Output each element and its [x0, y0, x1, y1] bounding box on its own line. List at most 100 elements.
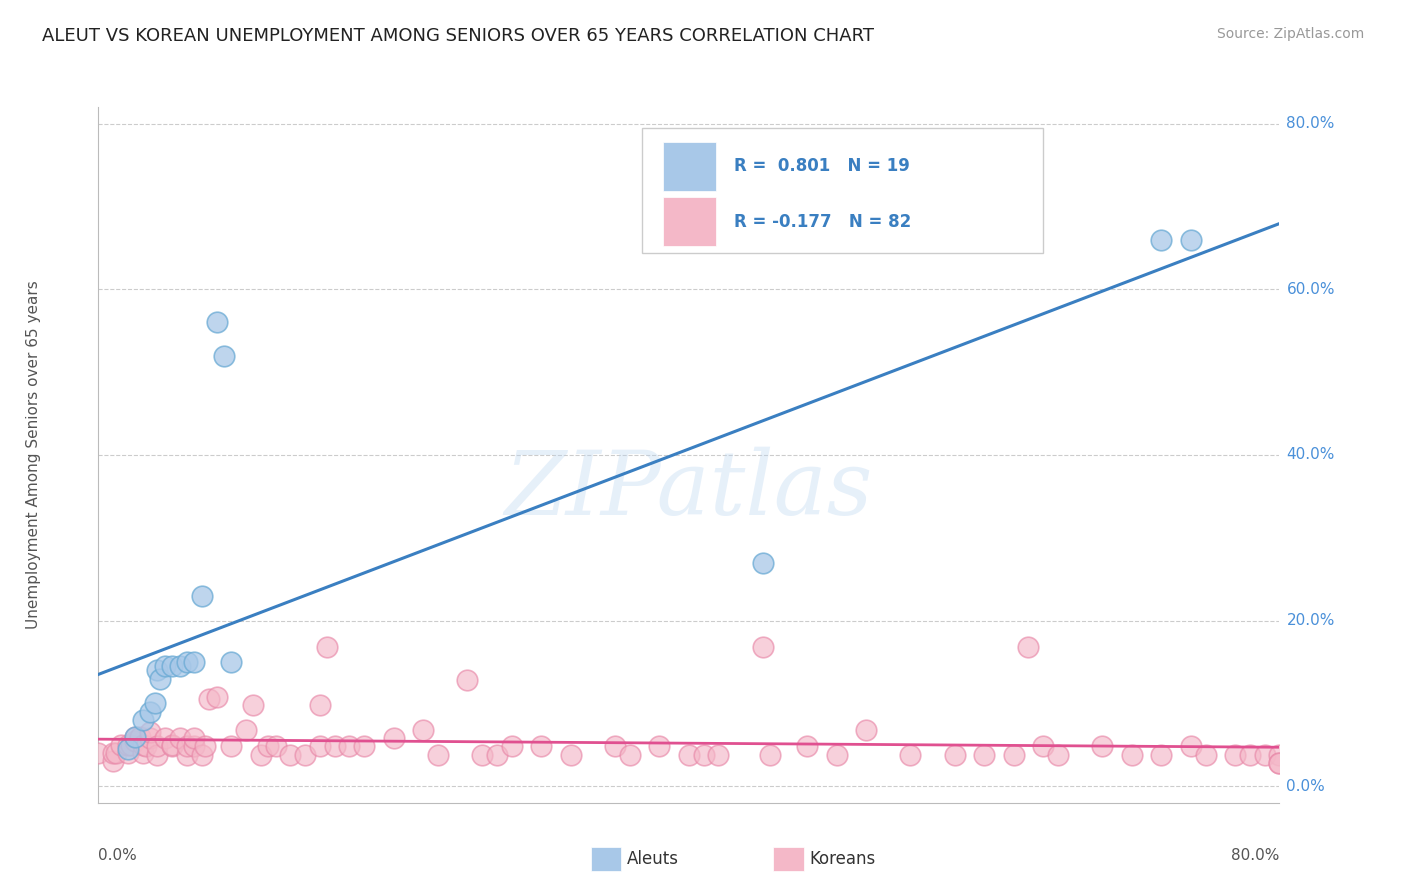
Point — [501, 739, 523, 754]
Point — [139, 731, 162, 746]
Point — [1046, 747, 1069, 762]
Text: R =  0.801   N = 19: R = 0.801 N = 19 — [734, 157, 910, 175]
Text: Aleuts: Aleuts — [627, 850, 679, 868]
Point — [751, 556, 773, 570]
Point — [143, 697, 166, 711]
Point — [707, 747, 730, 762]
Point — [796, 739, 818, 754]
Point — [943, 747, 966, 762]
Point — [693, 747, 716, 762]
Point — [103, 746, 125, 760]
Point — [560, 747, 582, 762]
Point — [183, 655, 205, 669]
Point — [169, 731, 191, 746]
Point — [219, 739, 242, 754]
Point — [456, 673, 478, 688]
Text: 80.0%: 80.0% — [1286, 116, 1334, 131]
Point — [153, 731, 176, 746]
Point — [242, 698, 264, 712]
Point — [759, 747, 782, 762]
Point — [124, 730, 146, 744]
Point — [176, 747, 198, 762]
Point — [235, 723, 257, 737]
Point — [1150, 747, 1173, 762]
Point — [191, 589, 214, 603]
Point — [146, 739, 169, 754]
Point — [205, 690, 228, 704]
Point — [120, 738, 142, 752]
Text: 80.0%: 80.0% — [1232, 848, 1279, 863]
Point — [619, 747, 641, 762]
Point — [1239, 747, 1261, 762]
Text: Source: ZipAtlas.com: Source: ZipAtlas.com — [1216, 27, 1364, 41]
Point — [1268, 747, 1291, 762]
Point — [486, 747, 509, 762]
Point — [117, 742, 139, 756]
Point — [382, 731, 405, 746]
Point — [162, 739, 183, 754]
Point — [973, 747, 995, 762]
Point — [678, 747, 700, 762]
Point — [427, 747, 450, 762]
Point — [124, 730, 146, 744]
Point — [900, 747, 922, 762]
Point — [149, 672, 172, 686]
Text: Koreans: Koreans — [810, 850, 876, 868]
Point — [139, 725, 162, 739]
Point — [162, 659, 183, 673]
Point — [1032, 739, 1054, 754]
Point — [412, 723, 434, 737]
Bar — [664, 142, 716, 191]
Point — [198, 692, 221, 706]
Point — [309, 739, 332, 754]
Text: 0.0%: 0.0% — [98, 848, 138, 863]
Point — [169, 659, 191, 673]
Text: 40.0%: 40.0% — [1286, 448, 1334, 462]
Point — [1268, 756, 1291, 770]
Point — [337, 739, 360, 754]
Point — [124, 733, 146, 747]
Point — [353, 739, 375, 754]
Point — [294, 747, 316, 762]
Point — [162, 738, 183, 752]
Point — [250, 747, 273, 762]
Point — [648, 739, 671, 754]
Text: 0.0%: 0.0% — [1286, 779, 1326, 794]
Point — [605, 739, 627, 754]
Point — [471, 747, 494, 762]
Point — [1195, 747, 1218, 762]
Point — [87, 746, 110, 760]
Point — [117, 746, 139, 760]
Point — [176, 739, 198, 754]
Point — [183, 739, 205, 754]
Point — [264, 739, 287, 754]
Point — [825, 747, 848, 762]
Point — [183, 731, 205, 746]
Text: ALEUT VS KOREAN UNEMPLOYMENT AMONG SENIORS OVER 65 YEARS CORRELATION CHART: ALEUT VS KOREAN UNEMPLOYMENT AMONG SENIO… — [42, 27, 875, 45]
Point — [1091, 739, 1114, 754]
Point — [257, 739, 280, 754]
Point — [278, 747, 302, 762]
Text: R = -0.177   N = 82: R = -0.177 N = 82 — [734, 213, 911, 231]
Point — [105, 746, 128, 760]
Point — [139, 705, 162, 719]
Point — [110, 738, 132, 752]
Point — [1121, 747, 1143, 762]
Point — [1002, 747, 1025, 762]
Point — [132, 738, 155, 752]
Point — [146, 663, 169, 677]
Point — [132, 713, 155, 727]
Point — [1268, 756, 1291, 770]
Point — [146, 747, 169, 762]
Point — [135, 739, 157, 754]
Point — [1150, 233, 1173, 247]
Point — [855, 723, 877, 737]
Point — [194, 739, 217, 754]
Point — [751, 640, 773, 654]
Point — [117, 738, 139, 752]
Point — [219, 655, 242, 669]
Point — [1180, 739, 1202, 754]
Point — [176, 655, 198, 669]
Point — [309, 698, 332, 712]
Point — [1223, 747, 1246, 762]
